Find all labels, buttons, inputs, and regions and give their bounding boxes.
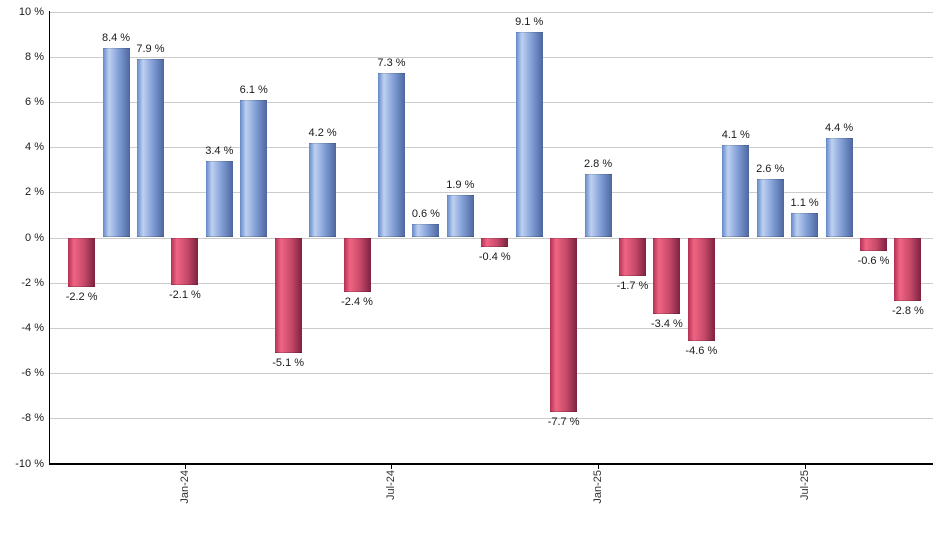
y-axis-tick-label: 6 %	[25, 95, 44, 108]
bar-positive[interactable]	[309, 142, 337, 238]
bar-value-label: -0.4 %	[478, 250, 511, 263]
bar-negative[interactable]	[550, 237, 578, 412]
bar-value-label: -2.2 %	[65, 291, 98, 304]
bar-value-label: -0.6 %	[857, 255, 890, 268]
bar-value-label: 1.9 %	[446, 178, 475, 191]
bar-negative[interactable]	[171, 237, 199, 285]
x-axis-tick-mark	[804, 463, 806, 469]
x-axis-tick-mark	[598, 463, 600, 469]
bar-value-label: 4.4 %	[824, 122, 854, 135]
bar-value-label: 4.1 %	[721, 128, 750, 141]
y-gridline	[49, 147, 933, 149]
bar-positive[interactable]	[791, 212, 819, 238]
y-axis-tick-label: -2 %	[21, 276, 44, 289]
y-gridline	[49, 56, 933, 58]
bar-value-label: 3.4 %	[205, 144, 234, 157]
y-gridline	[49, 282, 933, 284]
bar-negative[interactable]	[481, 237, 509, 247]
bar-positive[interactable]	[722, 144, 750, 238]
bar-value-label: 0.6 %	[411, 207, 440, 220]
bar-negative[interactable]	[687, 237, 715, 342]
y-axis-tick-label: -10 %	[15, 457, 44, 470]
bar-value-label: 2.8 %	[583, 158, 613, 171]
bar-negative[interactable]	[894, 237, 922, 301]
x-axis-tick-label: Jul-25	[798, 470, 811, 500]
bar-value-label: -2.8 %	[892, 304, 924, 317]
bar-positive[interactable]	[515, 31, 543, 238]
bar-negative[interactable]	[343, 237, 371, 292]
bar-negative[interactable]	[68, 237, 96, 288]
bar-value-label: 6.1 %	[239, 83, 268, 96]
bar-value-label: -1.7 %	[616, 279, 649, 292]
bar-value-label: 2.6 %	[756, 162, 785, 175]
bar-value-label: 4.2 %	[308, 126, 337, 139]
x-axis-line	[49, 463, 933, 465]
bar-positive[interactable]	[756, 178, 784, 238]
bar-value-label: 7.9 %	[136, 42, 165, 55]
bar-negative[interactable]	[653, 237, 681, 315]
y-gridline	[49, 192, 933, 194]
bar-value-label: -2.1 %	[168, 288, 201, 301]
y-axis-tick-label: 8 %	[25, 50, 44, 63]
bar-negative[interactable]	[618, 237, 646, 276]
bar-value-label: -3.4 %	[651, 318, 683, 331]
bar-positive[interactable]	[240, 99, 268, 238]
y-axis-tick-label: -6 %	[21, 367, 44, 380]
bar-positive[interactable]	[102, 47, 130, 238]
bar-positive[interactable]	[377, 72, 405, 238]
bar-value-label: -7.7 %	[547, 415, 580, 428]
y-axis-line	[49, 11, 50, 465]
x-axis-tick-label: Jan-25	[592, 470, 605, 504]
y-axis-tick-label: -8 %	[21, 412, 44, 425]
y-axis-tick-label: 4 %	[25, 141, 44, 154]
bar-value-label: 8.4 %	[101, 31, 131, 44]
y-axis-tick-label: 2 %	[25, 186, 44, 199]
y-gridline	[49, 373, 933, 375]
y-axis-tick-label: 10 %	[18, 5, 44, 18]
bar-positive[interactable]	[412, 223, 440, 238]
bar-positive[interactable]	[205, 160, 233, 238]
bar-value-label: -4.6 %	[685, 345, 718, 358]
bar-value-label: 7.3 %	[377, 56, 406, 69]
bar-value-label: 1.1 %	[790, 196, 819, 209]
y-axis-tick-label: 0 %	[25, 231, 44, 244]
y-gridline	[49, 101, 933, 103]
y-gridline	[49, 418, 933, 420]
x-axis-tick-mark	[184, 463, 186, 469]
x-axis-tick-mark	[391, 463, 393, 469]
x-axis-tick-label: Jul-24	[385, 470, 398, 500]
y-axis-tick-label: -4 %	[21, 321, 44, 334]
bar-value-label: -2.4 %	[341, 295, 373, 308]
bar-positive[interactable]	[136, 58, 164, 238]
bar-value-label: -5.1 %	[272, 356, 305, 369]
y-gridline	[49, 327, 933, 329]
y-gridline	[49, 11, 933, 13]
bar-positive[interactable]	[825, 138, 853, 238]
bar-negative[interactable]	[859, 237, 887, 252]
bar-negative[interactable]	[274, 237, 302, 353]
bar-value-label: 9.1 %	[515, 15, 544, 28]
bar-positive[interactable]	[584, 174, 612, 238]
bar-positive[interactable]	[446, 194, 474, 238]
x-axis-tick-label: Jan-24	[178, 470, 191, 504]
